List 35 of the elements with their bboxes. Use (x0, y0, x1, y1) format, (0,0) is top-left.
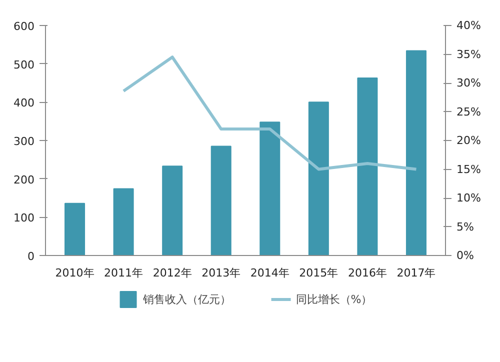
y2-tick-label: 5% (456, 220, 474, 234)
bar (260, 122, 280, 256)
x-tick-label: 2012年 (152, 266, 192, 280)
bar (113, 188, 134, 256)
x-tick-label: 2017年 (396, 266, 436, 280)
x-tick-label: 2014年 (250, 266, 290, 280)
x-tick-label: 2010年 (55, 266, 94, 280)
y2-tick-label: 30% (456, 76, 481, 90)
bar (210, 146, 232, 256)
y2-tick-label: 40% (456, 19, 481, 32)
y2-tick-label: 25% (456, 105, 481, 118)
y-tick-label: 200 (14, 173, 35, 186)
y-tick-label: 0 (28, 250, 34, 263)
x-tick-label: 2016年 (348, 266, 387, 280)
legend-label: 销售收入（亿元） (142, 292, 231, 306)
y2-tick-label: 10% (456, 192, 481, 204)
bar (406, 50, 426, 256)
y2-tick-label: 20% (456, 134, 481, 147)
bar (357, 78, 378, 256)
y2-tick-label: 15% (456, 162, 481, 176)
y-tick-label: 500 (14, 58, 35, 72)
y2-tick-label: 0% (456, 249, 474, 262)
x-tick-label: 2011年 (104, 266, 144, 280)
x-tick-label: 2015年 (299, 266, 338, 280)
y-tick-label: 400 (14, 96, 35, 110)
line-series (122, 56, 418, 171)
bar (308, 102, 329, 256)
bar (162, 166, 183, 256)
y-tick-label: 600 (14, 20, 35, 33)
y-tick-label: 100 (14, 212, 35, 225)
y-tick-label: 300 (14, 135, 35, 148)
y2-tick-label: 35% (456, 48, 481, 61)
legend-label: 同比增长（%） (296, 292, 372, 306)
bar (64, 202, 86, 256)
x-tick-label: 2013年 (202, 266, 241, 280)
